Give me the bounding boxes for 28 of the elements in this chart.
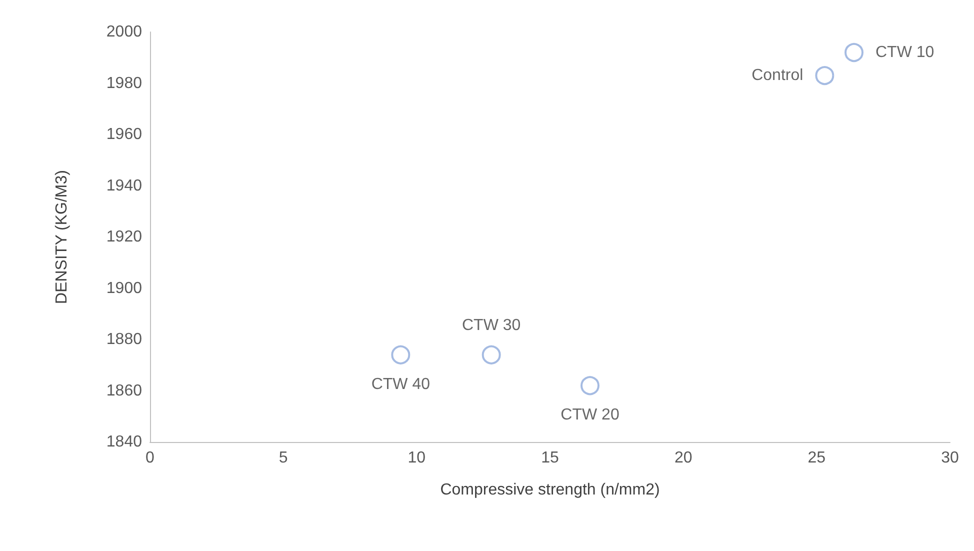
x-tick-label: 5 [278,450,288,466]
y-axis-title: DENSITY (KG/M3) [54,170,70,304]
y-tick-label: 1960 [106,126,142,143]
x-tick-label: 30 [941,450,959,466]
point [844,43,864,62]
y-tick-label: 1900 [106,280,142,297]
x-axis-title: Compressive strength (n/mm2) [440,482,660,498]
annotation: CTW 30 [462,316,521,334]
y-tick-label: 1920 [106,228,142,246]
x-tick-label: 0 [146,450,155,466]
x-tick-label: 20 [674,450,692,466]
annotation: CTW 20 [560,406,620,424]
annotation: CTW 10 [876,44,934,61]
point [580,376,600,396]
x-tick-label: 15 [541,450,559,466]
y-tick-label: 1860 [106,382,142,400]
y-tick-label: 1940 [106,177,142,194]
point [815,66,834,86]
annotation: CTW 40 [371,376,430,393]
x-tick-label: 10 [408,450,426,466]
y-tick-label: 2000 [106,24,142,40]
y-tick-label: 1840 [106,434,142,450]
annotation: Control [752,67,804,84]
y-tick-label: 1880 [106,331,142,348]
point [391,345,410,364]
y-tick-label: 1980 [106,74,142,92]
x-tick-label: 25 [808,450,826,466]
point [482,345,501,364]
